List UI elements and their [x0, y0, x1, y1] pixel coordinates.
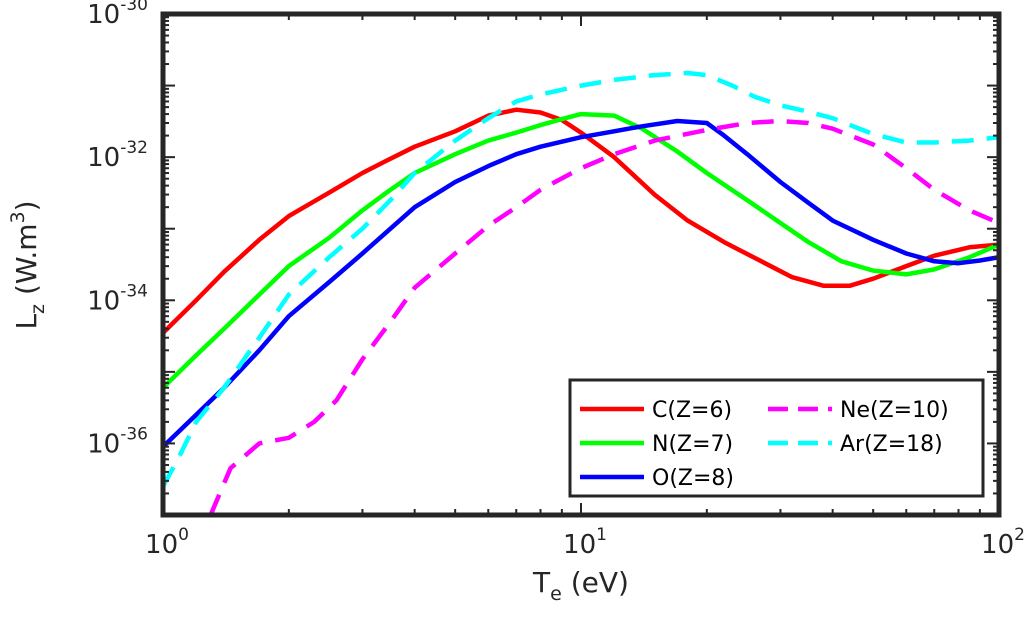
legend-label-ne-z-10: Ne(Z=10)	[840, 398, 949, 423]
y-axis-label: Lz (W.m3)	[7, 200, 49, 329]
x-axis-label: Te (eV)	[532, 566, 629, 605]
x-tick-label: 101	[563, 525, 607, 560]
series-line-n-z-7	[163, 111, 999, 390]
legend-label-o-z-8: O(Z=8)	[652, 466, 734, 491]
series-line-o-z-8	[163, 118, 999, 449]
legend-label-ar-z-18: Ar(Z=18)	[840, 432, 943, 457]
tick-layer: 100 101 102 10-36 10-34 10-32 10-30	[87, 0, 1025, 560]
y-tick-label: 10-36	[87, 424, 148, 459]
series-line-c-z-6	[163, 107, 999, 335]
legend-label-n-z-7: N(Z=7)	[652, 432, 733, 457]
x-tick-label: 102	[981, 525, 1025, 560]
legend-label-c-z-6: C(Z=6)	[652, 398, 732, 423]
series-line-ne-z-10	[208, 118, 999, 515]
y-tick-label: 10-30	[87, 0, 148, 30]
y-tick-label: 10-32	[87, 138, 148, 173]
x-tick-label: 100	[145, 525, 189, 560]
label-layer: Te (eV) Lz (W.m3)	[7, 200, 629, 605]
series-line-ar-z-18	[163, 70, 999, 488]
y-tick-label: 10-34	[87, 281, 148, 316]
legend: C(Z=6) N(Z=7) O(Z=8) Ne(Z=10) Ar(Z=18)	[568, 378, 985, 498]
series-layer	[163, 70, 999, 515]
